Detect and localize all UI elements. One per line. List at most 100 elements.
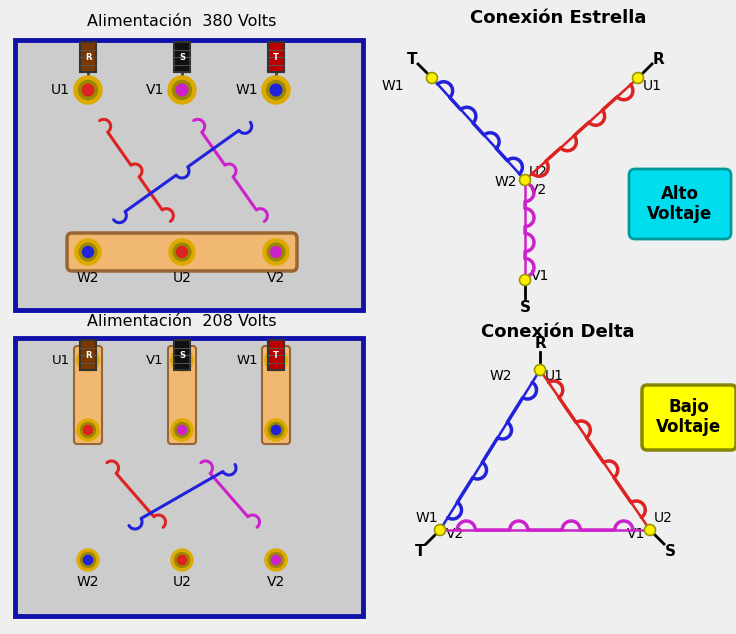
Text: W2: W2 bbox=[495, 175, 517, 189]
FancyBboxPatch shape bbox=[174, 340, 190, 370]
Text: Alto
Voltaje: Alto Voltaje bbox=[648, 184, 712, 223]
Circle shape bbox=[269, 422, 283, 437]
Text: V1: V1 bbox=[531, 269, 549, 283]
Circle shape bbox=[265, 419, 287, 441]
Text: W2: W2 bbox=[77, 575, 99, 589]
Circle shape bbox=[171, 549, 193, 571]
Text: T: T bbox=[273, 53, 279, 61]
Circle shape bbox=[176, 84, 188, 96]
Circle shape bbox=[172, 81, 191, 100]
Text: Alimentación  380 Volts: Alimentación 380 Volts bbox=[88, 15, 277, 30]
Circle shape bbox=[77, 349, 99, 371]
Text: T: T bbox=[273, 351, 279, 359]
Circle shape bbox=[272, 425, 280, 435]
Circle shape bbox=[169, 239, 195, 265]
Circle shape bbox=[171, 349, 193, 371]
Circle shape bbox=[645, 524, 656, 536]
Circle shape bbox=[272, 356, 280, 365]
Circle shape bbox=[82, 247, 93, 257]
Text: R: R bbox=[85, 53, 91, 61]
FancyBboxPatch shape bbox=[174, 42, 190, 72]
Text: Conexión Estrella: Conexión Estrella bbox=[470, 9, 646, 27]
Text: S: S bbox=[179, 351, 185, 359]
FancyBboxPatch shape bbox=[262, 346, 290, 444]
Text: U2: U2 bbox=[529, 165, 548, 179]
Circle shape bbox=[77, 419, 99, 441]
Circle shape bbox=[79, 81, 97, 100]
Circle shape bbox=[266, 81, 286, 100]
Circle shape bbox=[82, 84, 94, 96]
Text: U1: U1 bbox=[545, 369, 564, 383]
Circle shape bbox=[632, 72, 643, 84]
Circle shape bbox=[174, 552, 189, 567]
Text: V2: V2 bbox=[267, 575, 285, 589]
Text: U1: U1 bbox=[52, 354, 70, 366]
FancyBboxPatch shape bbox=[67, 233, 297, 271]
FancyBboxPatch shape bbox=[268, 340, 284, 370]
FancyBboxPatch shape bbox=[15, 338, 363, 616]
Circle shape bbox=[177, 555, 187, 565]
Circle shape bbox=[520, 275, 531, 285]
Text: S: S bbox=[665, 545, 676, 559]
Text: W1: W1 bbox=[415, 511, 438, 525]
FancyBboxPatch shape bbox=[629, 169, 731, 239]
Text: W1: W1 bbox=[236, 354, 258, 366]
Circle shape bbox=[174, 422, 189, 437]
Circle shape bbox=[267, 243, 285, 261]
FancyBboxPatch shape bbox=[642, 385, 736, 450]
Text: S: S bbox=[520, 301, 531, 316]
Text: U2: U2 bbox=[172, 575, 191, 589]
Text: R: R bbox=[652, 53, 664, 67]
FancyBboxPatch shape bbox=[74, 346, 102, 444]
Text: V2: V2 bbox=[529, 183, 548, 197]
Text: S: S bbox=[179, 53, 185, 61]
Circle shape bbox=[80, 422, 96, 437]
Text: T: T bbox=[407, 53, 417, 67]
Circle shape bbox=[74, 76, 102, 104]
Text: R: R bbox=[85, 351, 91, 359]
Circle shape bbox=[426, 72, 437, 84]
Text: Bajo
Voltaje: Bajo Voltaje bbox=[657, 398, 721, 436]
Circle shape bbox=[520, 174, 531, 186]
Circle shape bbox=[265, 349, 287, 371]
Text: T: T bbox=[415, 545, 425, 559]
Circle shape bbox=[534, 365, 545, 375]
Text: V2: V2 bbox=[446, 527, 464, 541]
Circle shape bbox=[83, 356, 93, 365]
Text: W1: W1 bbox=[381, 79, 404, 93]
Text: Alimentación  208 Volts: Alimentación 208 Volts bbox=[88, 314, 277, 330]
Circle shape bbox=[80, 552, 96, 567]
Circle shape bbox=[77, 549, 99, 571]
Circle shape bbox=[177, 425, 187, 435]
FancyBboxPatch shape bbox=[15, 40, 363, 310]
Circle shape bbox=[263, 239, 289, 265]
Circle shape bbox=[270, 84, 282, 96]
Circle shape bbox=[177, 247, 188, 257]
Circle shape bbox=[177, 356, 187, 365]
Circle shape bbox=[174, 353, 189, 368]
Circle shape bbox=[269, 353, 283, 368]
Text: U2: U2 bbox=[654, 511, 673, 525]
Text: R: R bbox=[534, 337, 546, 351]
Text: Conexión Delta: Conexión Delta bbox=[481, 323, 634, 341]
Circle shape bbox=[269, 552, 283, 567]
Circle shape bbox=[83, 555, 93, 565]
Text: V1: V1 bbox=[146, 83, 164, 97]
Circle shape bbox=[265, 549, 287, 571]
Text: V1: V1 bbox=[146, 354, 164, 366]
FancyBboxPatch shape bbox=[80, 340, 96, 370]
Text: W1: W1 bbox=[236, 83, 258, 97]
Circle shape bbox=[168, 76, 196, 104]
Circle shape bbox=[79, 243, 97, 261]
Text: W2: W2 bbox=[77, 271, 99, 285]
Text: V1: V1 bbox=[626, 527, 645, 541]
Circle shape bbox=[434, 524, 445, 536]
Text: U1: U1 bbox=[643, 79, 662, 93]
FancyBboxPatch shape bbox=[168, 346, 196, 444]
Circle shape bbox=[83, 425, 93, 435]
Circle shape bbox=[262, 76, 290, 104]
Text: W2: W2 bbox=[489, 369, 512, 383]
Circle shape bbox=[171, 419, 193, 441]
Circle shape bbox=[75, 239, 101, 265]
FancyBboxPatch shape bbox=[80, 42, 96, 72]
